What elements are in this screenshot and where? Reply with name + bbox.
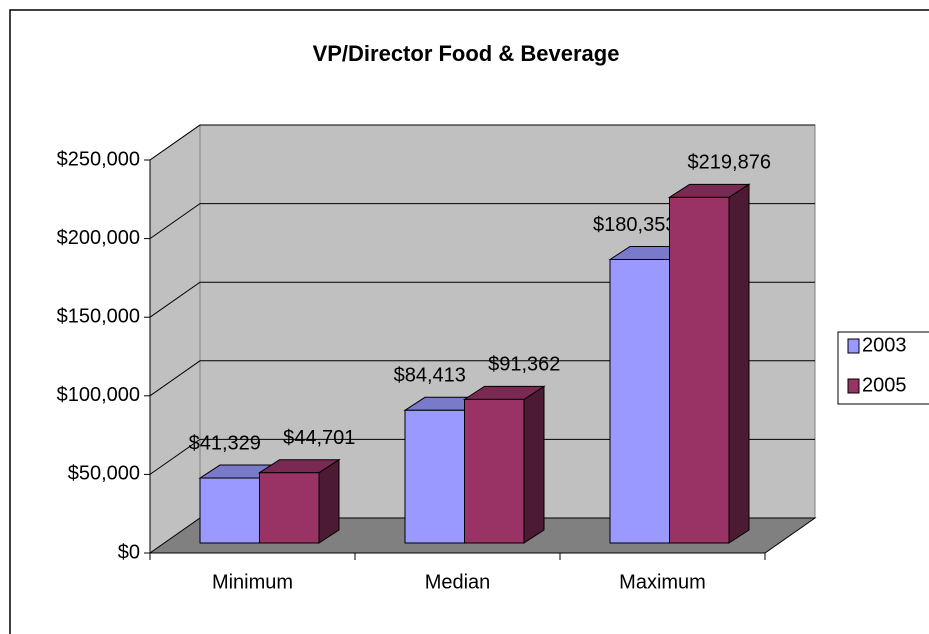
value-label: $91,362 (488, 354, 560, 376)
legend-label: 2003 (862, 334, 907, 356)
x-tick-label: Maximum (619, 571, 706, 593)
bar-side (523, 385, 545, 544)
y-tick-label: $0 (118, 541, 140, 563)
x-tick-label: Median (425, 571, 491, 593)
bar-side (728, 183, 750, 544)
legend-swatch (847, 378, 860, 394)
grid-line (149, 124, 815, 161)
bar (199, 477, 260, 544)
y-tick-label: $200,000 (57, 227, 140, 249)
value-label: $44,701 (283, 427, 355, 449)
legend-label: 2005 (862, 374, 907, 396)
bar (669, 196, 730, 544)
value-label: $84,413 (394, 365, 466, 387)
bar (609, 258, 670, 544)
legend-swatch (847, 338, 860, 354)
y-tick-label: $250,000 (57, 148, 140, 170)
value-label: $219,876 (688, 152, 771, 174)
y-tick-label: $50,000 (68, 463, 140, 485)
grid-line (149, 203, 815, 240)
chart-title: VP/Director Food & Beverage (313, 41, 620, 66)
y-tick-label: $150,000 (57, 305, 140, 327)
x-tick-label: Minimum (212, 571, 293, 593)
y-tick-label: $100,000 (57, 384, 140, 406)
bar (259, 472, 320, 544)
bar (404, 409, 465, 544)
value-label: $41,329 (189, 432, 261, 454)
bar-side (318, 458, 340, 544)
value-label: $180,353 (593, 214, 676, 236)
bar (464, 398, 525, 544)
side-wall (149, 124, 201, 554)
